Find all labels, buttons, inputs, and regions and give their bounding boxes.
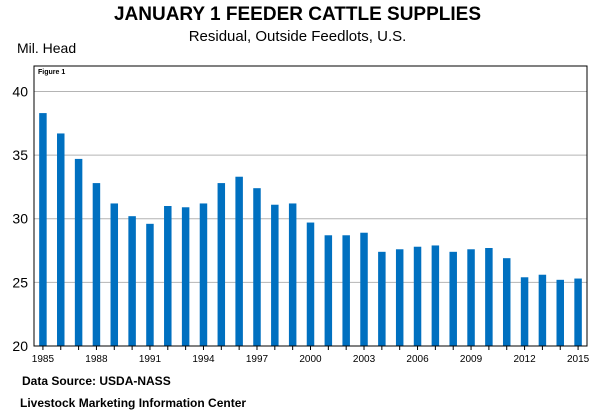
bar-2001: [324, 235, 333, 346]
bar-1992: [164, 206, 172, 346]
bar-2008: [449, 251, 457, 346]
y-axis-ticks: 20 25 30 35 40: [12, 83, 28, 354]
bar-2005: [395, 249, 404, 346]
bar-2014: [556, 279, 564, 346]
y-tick-label: 20: [12, 338, 28, 354]
bar-2003: [360, 232, 368, 346]
x-tick-label: 2000: [299, 354, 322, 365]
y-tick-label: 25: [12, 274, 28, 290]
bar-1997: [253, 188, 261, 346]
bar-1989: [110, 203, 119, 346]
y-axis-unit-label: Mil. Head: [17, 40, 77, 56]
bar-2010: [485, 248, 493, 346]
y-tick-label: 40: [12, 83, 28, 99]
x-tick-label: 1994: [192, 354, 215, 365]
x-tick-label: 1997: [246, 354, 269, 365]
x-tick-label: 1985: [32, 354, 55, 365]
bar-2011: [502, 258, 511, 346]
bar-1993: [181, 207, 190, 346]
bar-2000: [306, 222, 315, 346]
x-tick-label: 2015: [567, 354, 590, 365]
bar-1986: [57, 133, 65, 346]
x-tick-label: 2006: [406, 354, 429, 365]
bars: [39, 113, 582, 346]
x-tick-label: 2003: [353, 354, 376, 365]
bar-1998: [271, 204, 279, 346]
x-tick-label: 1991: [139, 354, 162, 365]
x-tick-label: 2012: [513, 354, 536, 365]
bar-2004: [378, 251, 386, 346]
x-tick-label: 1988: [85, 354, 108, 365]
publisher-label: Livestock Marketing Information Center: [20, 396, 247, 410]
figure-label: Figure 1: [38, 69, 65, 76]
chart-subtitle: Residual, Outside Feedlots, U.S.: [188, 28, 407, 45]
bar-1995: [217, 183, 226, 346]
x-tick-label: 2009: [460, 354, 483, 365]
bar-2006: [413, 246, 422, 346]
bar-1988: [92, 183, 101, 346]
bar-1985: [39, 113, 47, 346]
x-axis-ticks: 1985 1988 1991 1994 1997 2000 2003 2006 2009 2012…: [32, 346, 590, 365]
bar-1987: [74, 158, 83, 346]
bar-1991: [146, 223, 154, 346]
bar-2007: [431, 245, 440, 346]
bar-2015: [574, 278, 582, 346]
bar-2009: [467, 249, 475, 346]
bar-1996: [235, 176, 243, 346]
bar-2002: [342, 235, 350, 346]
bar-2012: [520, 277, 529, 346]
data-source-note: Data Source: USDA-NASS: [22, 374, 171, 388]
chart-title: JANUARY 1 FEEDER CATTLE SUPPLIES: [113, 4, 482, 25]
bar-1994: [199, 203, 208, 346]
bar-2013: [538, 274, 547, 346]
bar-1999: [288, 203, 297, 346]
y-tick-label: 30: [12, 211, 28, 227]
bar-1990: [128, 216, 136, 346]
y-tick-label: 35: [12, 147, 28, 163]
